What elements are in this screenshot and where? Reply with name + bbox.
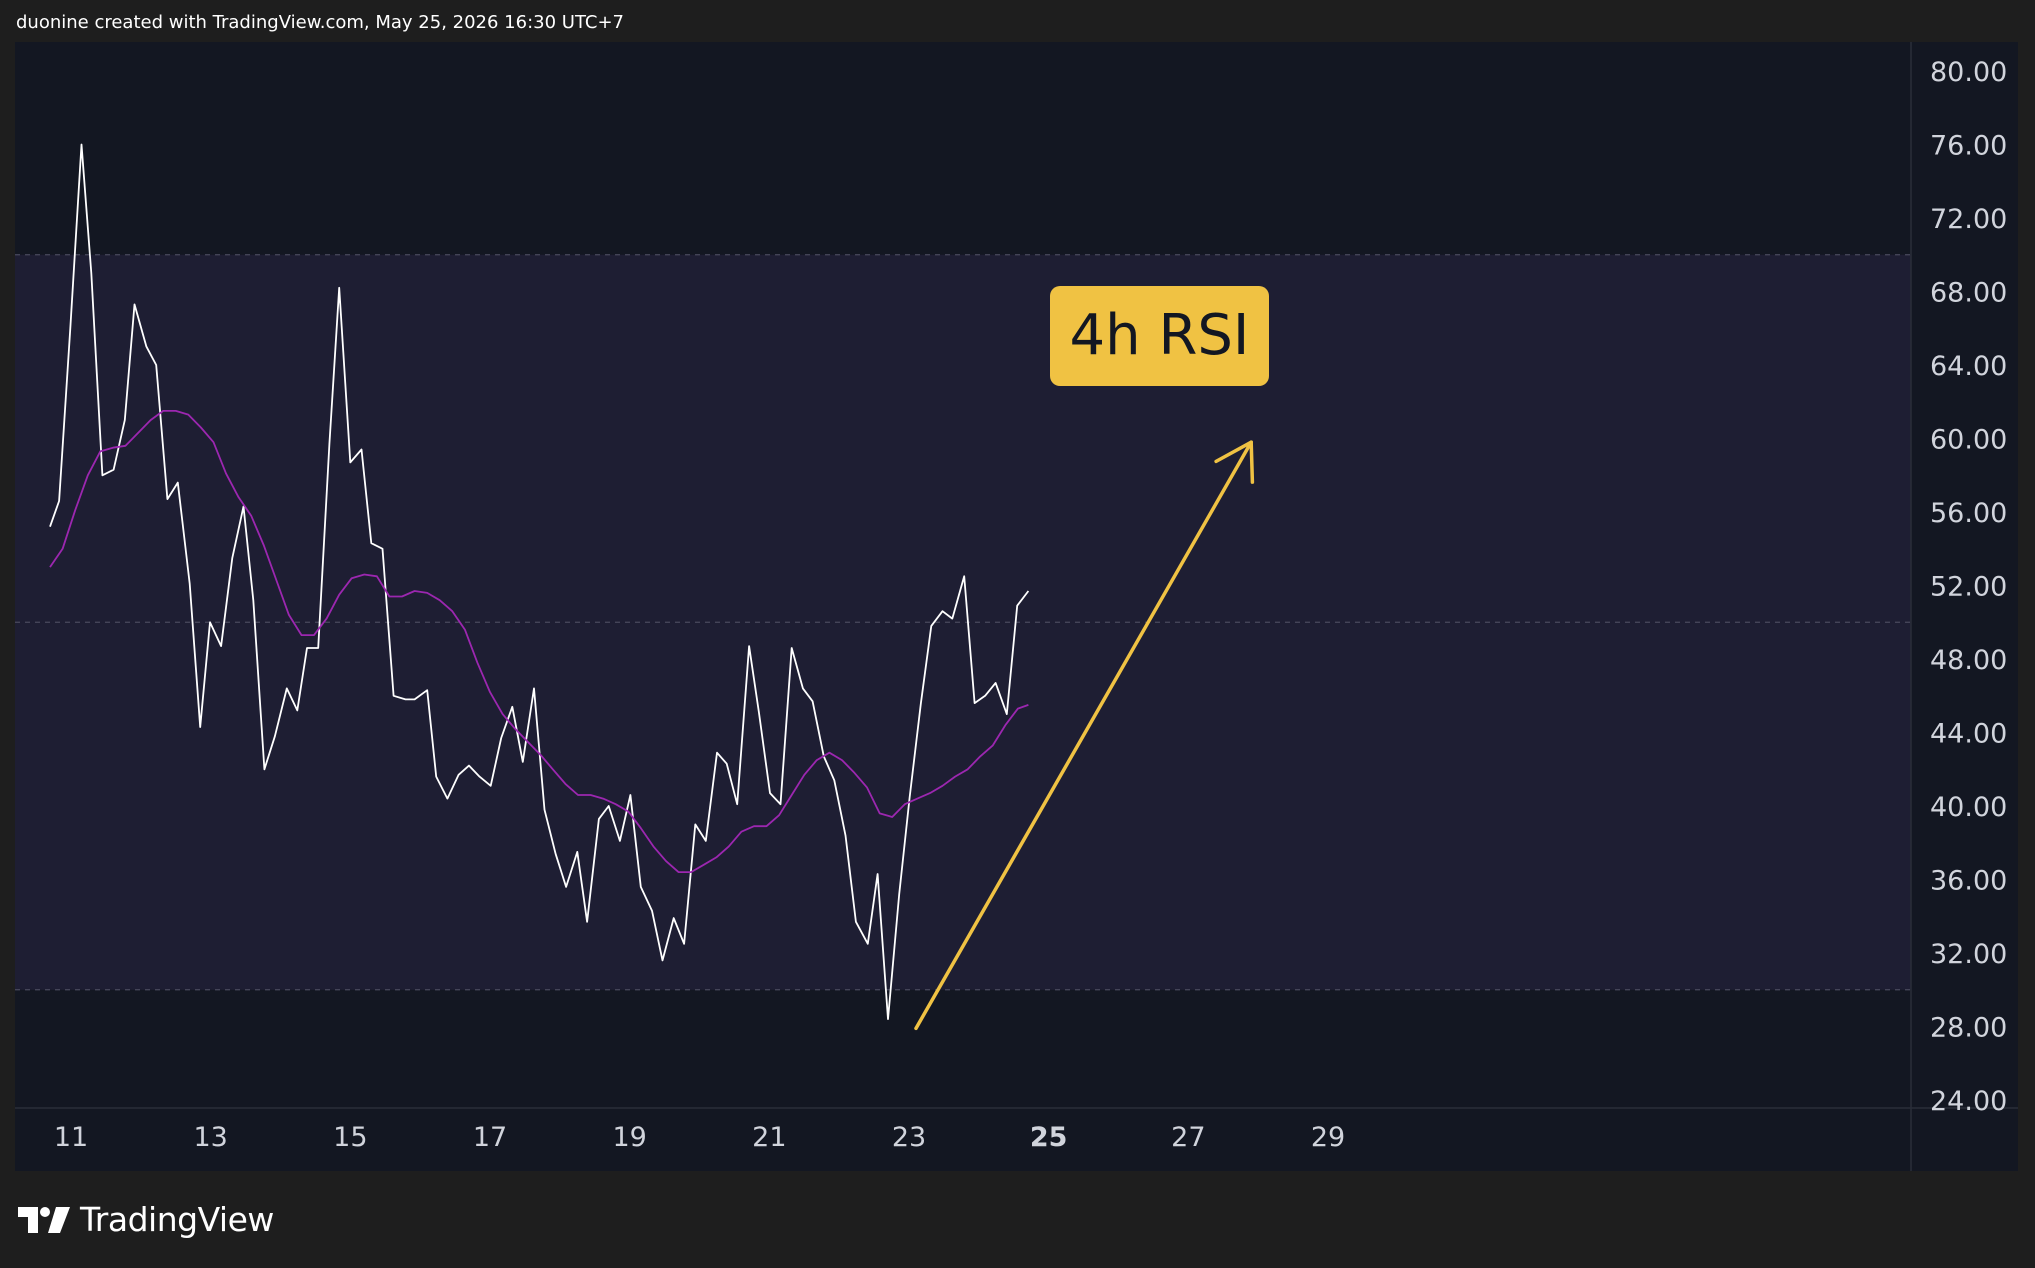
chart-title-badge [1050,286,1269,386]
chart-credit-text: duonine created with TradingView.com, Ma… [16,12,624,33]
x-axis-tick-label: 15 [333,1122,367,1153]
x-axis-tick-label: 29 [1311,1122,1345,1153]
tradingview-logo-icon [18,1206,70,1233]
y-axis-tick-label: 28.00 [1930,1013,2007,1044]
y-axis-tick-label: 44.00 [1930,719,2007,750]
y-axis-tick-label: 64.00 [1930,351,2007,382]
chart-frame[interactable]: 80.00 76.00 72.00 68.00 64.00 60.00 56.00 52.00… [15,42,2018,1171]
trend-arrow-line [914,440,1253,1031]
y-axis-tick-label: 80.00 [1930,57,2007,88]
y-axis-tick-label: 48.00 [1930,645,2007,676]
y-axis-tick-label: 24.00 [1930,1086,2007,1117]
y-axis-tick-label: 76.00 [1930,131,2007,162]
x-axis-tick-label: 21 [752,1122,786,1153]
y-axis-tick-label: 40.00 [1930,792,2007,823]
rsi-line [49,143,1030,1020]
x-axis-tick-label: 23 [892,1122,926,1153]
x-axis-tick-label: 25 [1030,1122,1068,1153]
y-axis-tick-label: 56.00 [1930,498,2007,529]
x-axis-tick-label: 13 [193,1122,227,1153]
tradingview-logo[interactable]: TradingView [18,1200,274,1239]
chart-title-text: 4h RSI [1070,303,1250,368]
x-axis-tick-label: 11 [54,1122,88,1153]
brand-name: TradingView [80,1200,274,1239]
y-axis-tick-label: 60.00 [1930,425,2007,456]
rsi-moving-average-line [49,409,1029,873]
y-axis-tick-label: 36.00 [1930,866,2007,897]
x-axis-tick-label: 19 [612,1122,646,1153]
y-axis-tick-label: 52.00 [1930,572,2007,603]
x-axis-tick-label: 17 [473,1122,507,1153]
y-axis-tick-label: 32.00 [1930,939,2007,970]
y-axis-tick-label: 68.00 [1930,278,2007,309]
x-axis-tick-label: 27 [1171,1122,1205,1153]
rsi-chart[interactable]: 80.00 76.00 72.00 68.00 64.00 60.00 56.00 52.00… [15,42,2018,1171]
y-axis-tick-label: 72.00 [1930,204,2007,235]
trend-arrow-head [1214,440,1255,484]
